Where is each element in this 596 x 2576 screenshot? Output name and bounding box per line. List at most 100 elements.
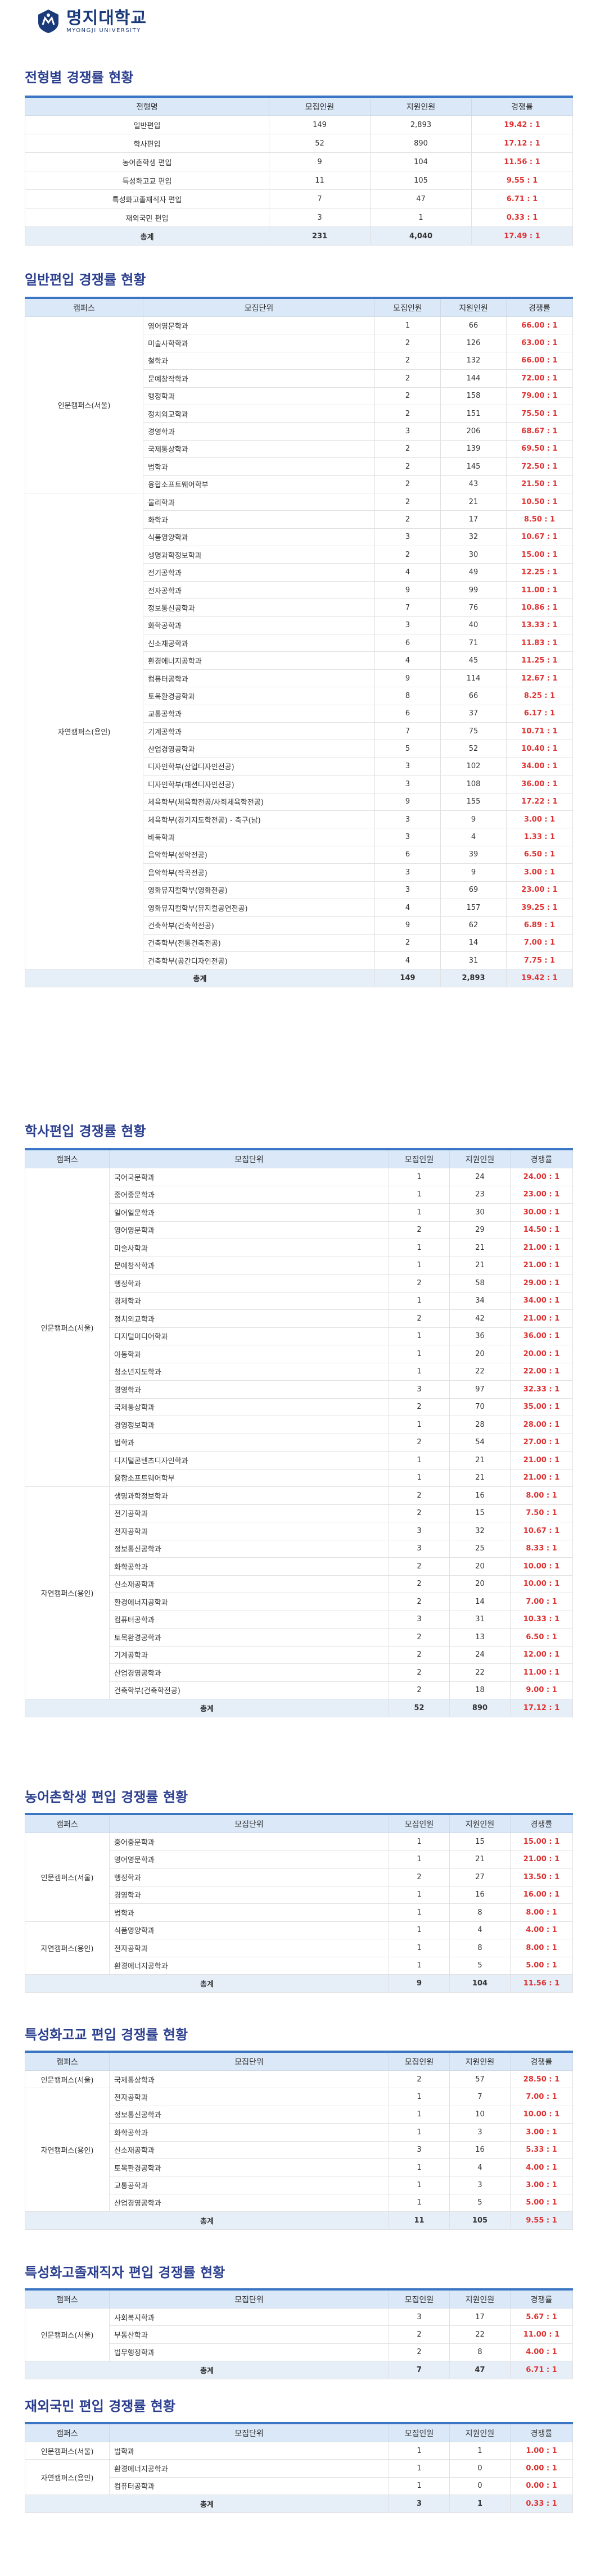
competition-rate: 16.00 : 1 [510, 1885, 573, 1904]
unit-name: 디지털미디어학과 [109, 1327, 389, 1345]
count-cell: 22 [449, 1362, 511, 1381]
competition-rate: 7.00 : 1 [510, 2088, 573, 2106]
unit-name: 경제학과 [109, 1291, 389, 1310]
unit-name: 신소재공학과 [143, 634, 375, 652]
count-cell: 102 [440, 757, 507, 776]
column-header: 모집단위 [109, 2288, 389, 2309]
competition-rate: 23.00 : 1 [506, 881, 573, 899]
count-cell: 4 [449, 1921, 511, 1939]
count-cell: 16 [449, 1486, 511, 1505]
unit-name: 정보통신공학과 [109, 1539, 389, 1558]
competition-rate: 27.00 : 1 [510, 1433, 573, 1452]
count-cell: 17 [440, 510, 507, 529]
count-cell: 4 [449, 2158, 511, 2177]
table-row: 일반편입 149 2,893 19.42 : 1 [25, 115, 573, 134]
count-cell: 4 [374, 898, 441, 917]
count-cell: 3 [269, 208, 371, 227]
count-cell: 1 [389, 1345, 450, 1363]
campus-cell: 인문캠퍼스(서울) [25, 1833, 110, 1922]
count-cell: 29 [449, 1221, 511, 1239]
unit-name: 행정학과 [109, 1868, 389, 1886]
column-header: 모집인원 [389, 2422, 450, 2442]
count-cell: 3 [389, 1522, 450, 1540]
count-cell: 1 [389, 1362, 450, 1381]
count-cell: 2 [389, 1868, 450, 1886]
table-row: 국제통상학과 2 139 69.50 : 1 [25, 439, 573, 459]
table-row: 디자인학부(패션디자인전공) 3 108 36.00 : 1 [25, 775, 573, 793]
count-cell: 8 [449, 1939, 511, 1957]
count-cell: 1 [389, 1327, 450, 1345]
table-row: 부동산학과 2 22 11.00 : 1 [25, 2325, 573, 2344]
competition-rate: 5.33 : 1 [510, 2140, 573, 2159]
competition-rate: 79.00 : 1 [506, 387, 573, 405]
count-cell: 890 [449, 1699, 511, 1717]
count-cell: 9 [374, 580, 441, 600]
competition-rate: 15.00 : 1 [510, 1833, 573, 1851]
unit-name: 정치외교학과 [143, 404, 375, 423]
count-cell: 62 [440, 916, 507, 935]
count-cell: 114 [440, 669, 507, 688]
count-cell: 22 [449, 1663, 511, 1682]
count-cell: 69 [440, 881, 507, 899]
logo-korean-name: 명지대학교 [66, 8, 147, 28]
count-cell: 3 [374, 775, 441, 793]
competition-rate: 5.00 : 1 [510, 1956, 573, 1975]
count-cell: 31 [449, 1610, 511, 1629]
campus-cell: 인문캠퍼스(서울) [25, 2070, 110, 2089]
count-cell: 1 [389, 1239, 450, 1257]
count-cell: 2 [389, 1628, 450, 1647]
count-cell: 76 [440, 598, 507, 617]
count-cell: 2 [389, 1433, 450, 1452]
table-row: 청소년지도학과 1 22 22.00 : 1 [25, 1362, 573, 1381]
competition-rate: 11.00 : 1 [510, 1663, 573, 1682]
competition-rate: 6.71 : 1 [471, 189, 573, 208]
unit-name: 국제통상학과 [109, 1398, 389, 1416]
count-cell: 99 [440, 580, 507, 600]
competition-rate: 21.00 : 1 [510, 1256, 573, 1275]
count-cell: 1 [389, 2441, 450, 2460]
column-header: 경쟁률 [510, 2288, 573, 2309]
count-cell: 1 [389, 1451, 450, 1470]
competition-rate: 5.00 : 1 [510, 2193, 573, 2212]
total-row: 총계 231 4,040 17.49 : 1 [25, 226, 573, 246]
competition-rate: 10.86 : 1 [506, 598, 573, 617]
count-cell: 23 [449, 1185, 511, 1204]
unit-name: 음악학부(성악전공) [143, 845, 375, 864]
overseas-table: 캠퍼스 모집단위 모집인원 지원인원 경쟁률 인문캠퍼스(서울) 법학과 1 1 1.00 : 1… [25, 2422, 573, 2513]
table-row: 신소재공학과 2 20 10.00 : 1 [25, 1575, 573, 1593]
unit-name: 문예창작학과 [143, 369, 375, 388]
column-header: 경쟁률 [510, 1148, 573, 1168]
unit-name: 음악학부(작곡전공) [143, 863, 375, 882]
count-cell: 30 [440, 546, 507, 564]
unit-name: 화학공학과 [109, 2123, 389, 2142]
column-header: 캠퍼스 [25, 1148, 110, 1168]
table-row: 토목환경공학과 8 66 8.25 : 1 [25, 687, 573, 705]
competition-rate: 35.00 : 1 [510, 1398, 573, 1416]
competition-rate: 4.00 : 1 [510, 2158, 573, 2177]
table-row: 화학공학과 2 20 10.00 : 1 [25, 1557, 573, 1576]
table-row: 식품영양학과 3 32 10.67 : 1 [25, 528, 573, 547]
competition-rate: 21.00 : 1 [510, 1451, 573, 1470]
count-cell: 3 [374, 828, 441, 846]
count-cell: 1 [389, 1833, 450, 1851]
count-cell: 7 [389, 2361, 450, 2379]
header-row: 전형명 모집인원 지원인원 경쟁률 [25, 96, 573, 116]
competition-rate: 19.42 : 1 [471, 115, 573, 134]
count-cell: 39 [440, 845, 507, 864]
competition-rate: 17.12 : 1 [471, 134, 573, 153]
unit-name: 환경에너지공학과 [109, 1593, 389, 1611]
count-cell: 11 [269, 171, 371, 190]
table-row: 전자공학과 9 99 11.00 : 1 [25, 580, 573, 600]
count-cell: 8 [449, 1903, 511, 1922]
count-cell: 1 [389, 1168, 450, 1186]
unit-name: 건축학부(건축학전공) [109, 1681, 389, 1699]
column-header: 캠퍼스 [25, 2288, 110, 2309]
table-row: 기계공학과 2 24 12.00 : 1 [25, 1645, 573, 1664]
count-cell: 7 [449, 2088, 511, 2106]
table-row: 화학과 2 17 8.50 : 1 [25, 510, 573, 529]
university-logo[interactable]: 명지대학교 MYONGJI UNIVERSITY [35, 8, 147, 35]
table-row: 융합소프트웨어학부 1 21 21.00 : 1 [25, 1468, 573, 1487]
total-label: 총계 [25, 1699, 389, 1717]
count-cell: 3 [389, 1610, 450, 1629]
count-cell: 75 [440, 722, 507, 741]
